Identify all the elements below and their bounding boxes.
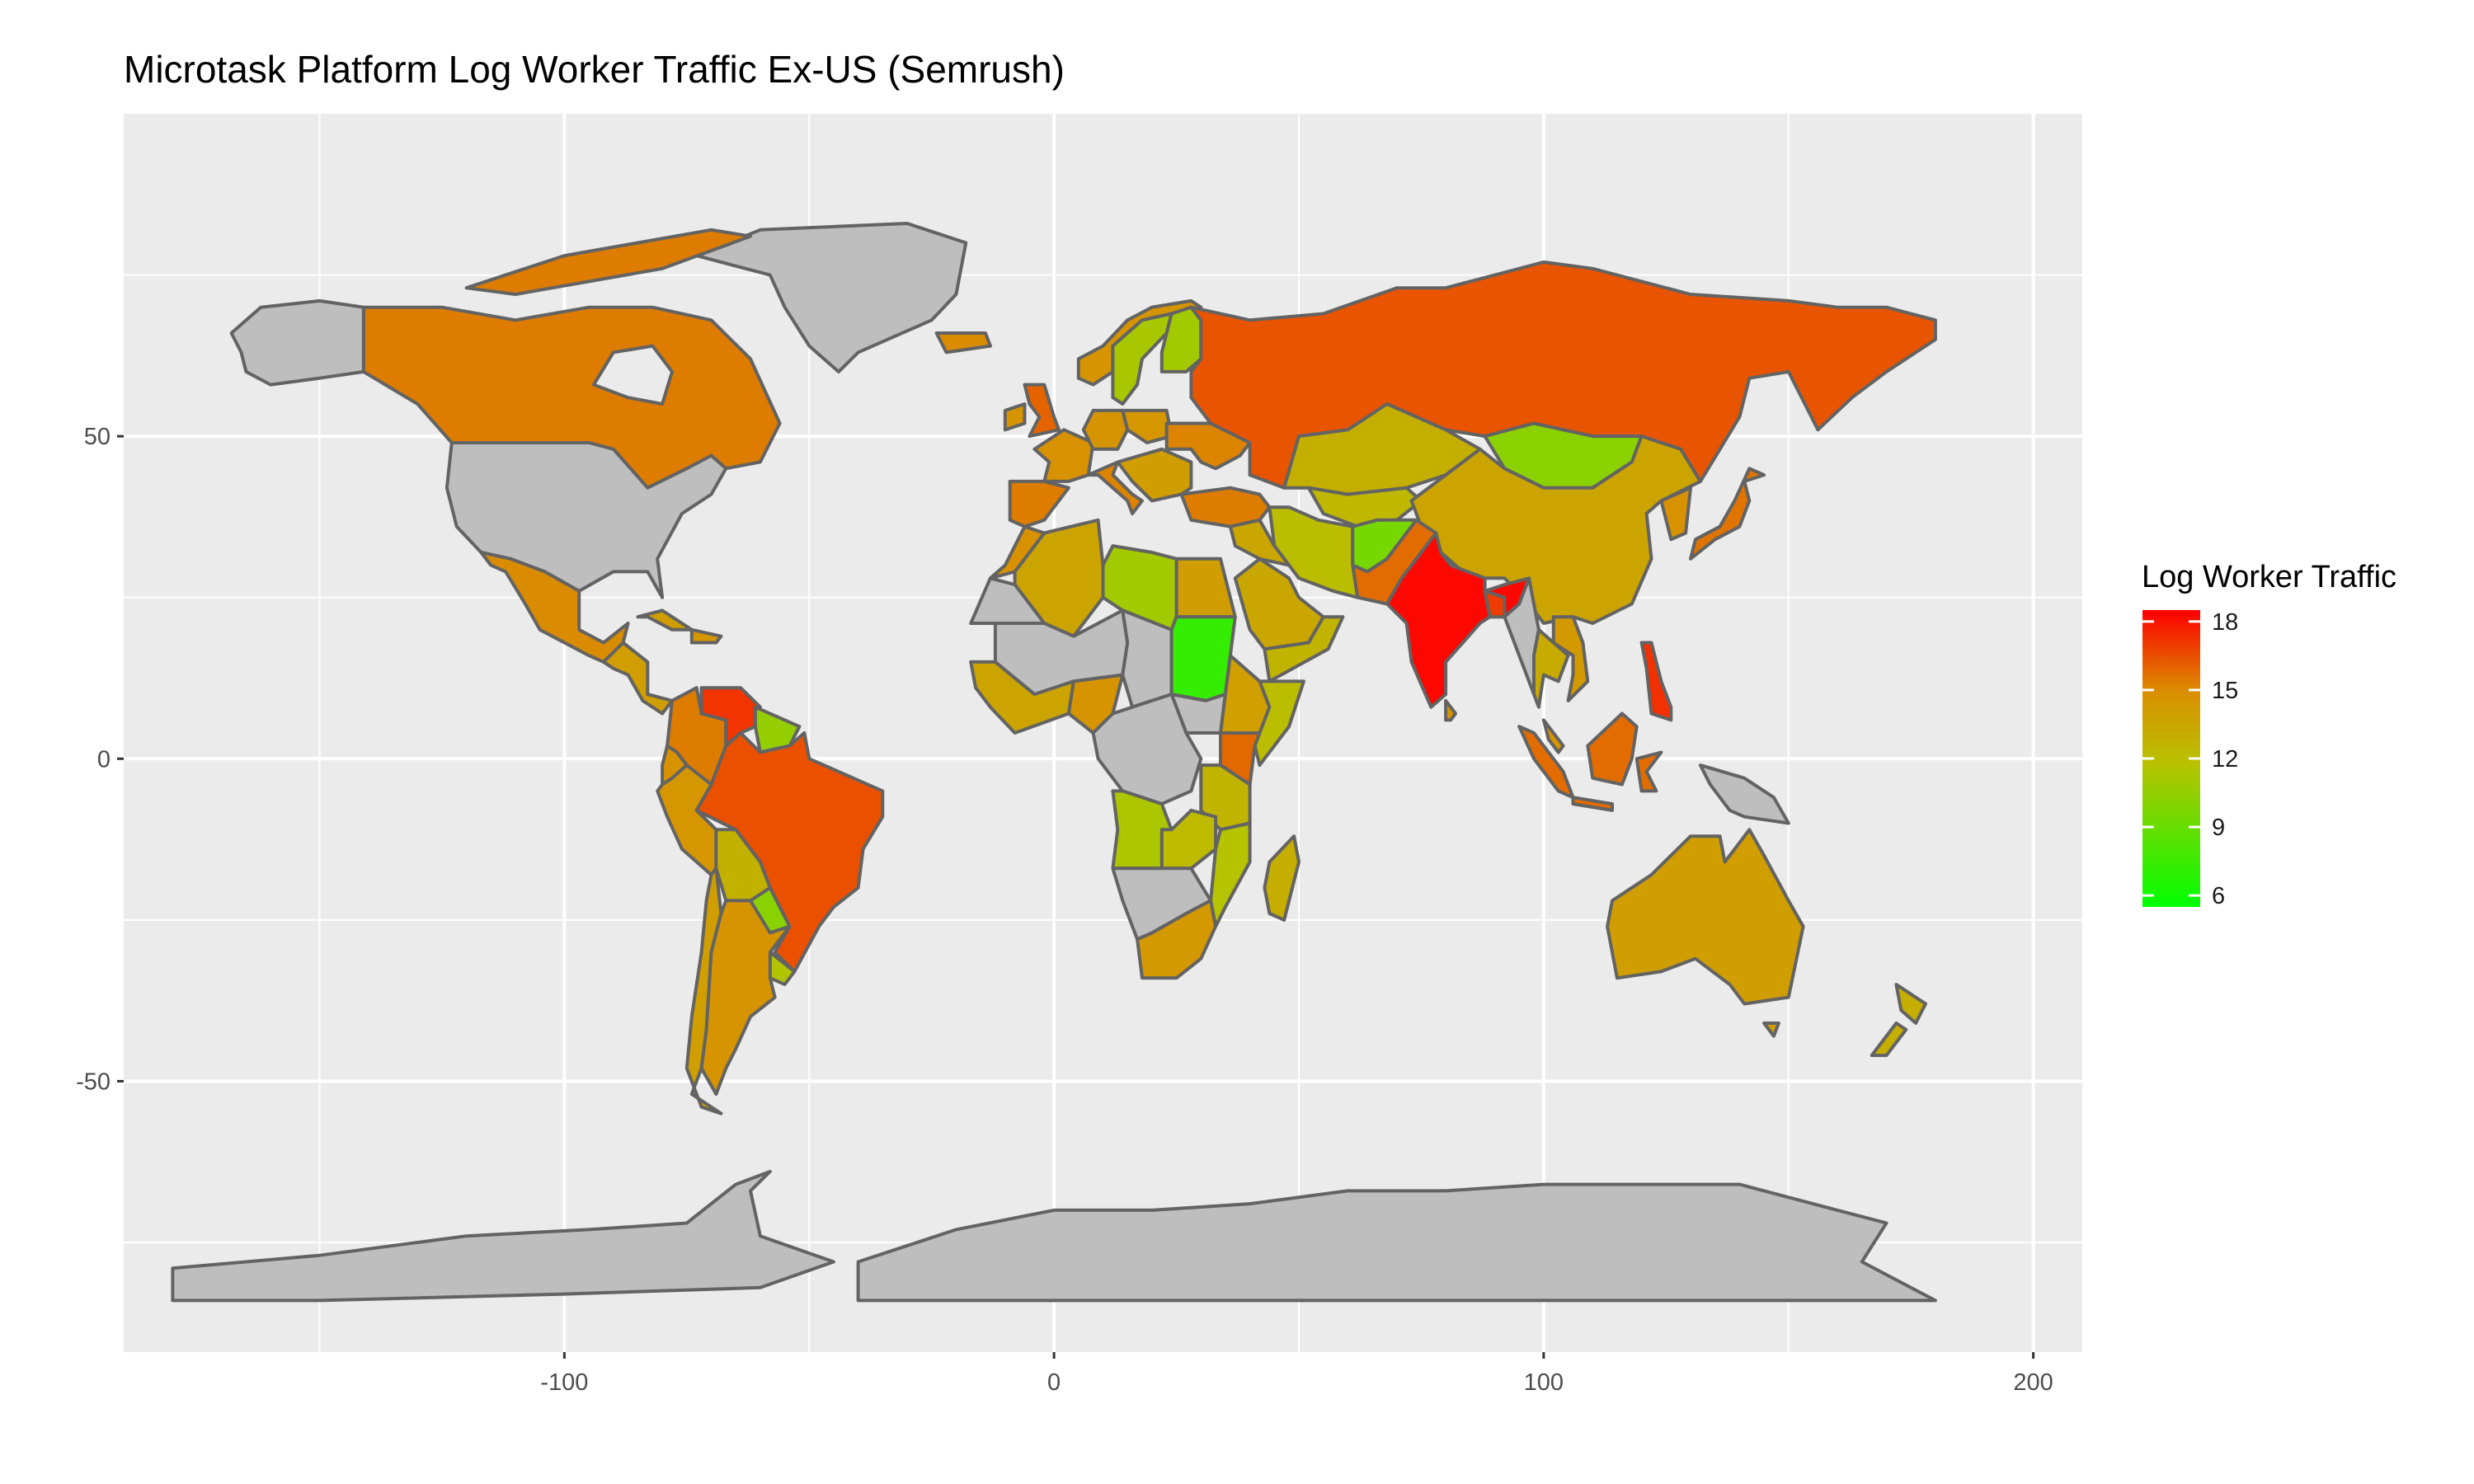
x-tick-label: -100 <box>540 1369 588 1396</box>
y-tick-label: 50 <box>84 424 111 450</box>
region-cuba <box>636 608 694 632</box>
region-russia <box>1189 260 1937 490</box>
region-alaska <box>229 298 365 387</box>
y-tick-label: 0 <box>97 746 111 773</box>
region-bangladesh <box>1483 589 1507 619</box>
region-morocco <box>988 524 1047 580</box>
legend-ticks: 18 15 12 9 6 <box>2142 609 2238 909</box>
region-canada-arctic <box>464 228 752 296</box>
region-iraq-syria <box>1228 518 1291 567</box>
legend: Log Worker Traffic 18 15 12 9 6 <box>2142 560 2396 909</box>
region-tasmania <box>1762 1021 1780 1038</box>
region-nigeria <box>1066 673 1125 735</box>
region-central-africa <box>1091 693 1203 806</box>
region-philippines <box>1639 641 1673 722</box>
region-vietnam <box>1551 615 1590 702</box>
region-united-kingdom <box>1023 383 1061 439</box>
region-greenland <box>694 222 968 373</box>
region-italy <box>1086 460 1144 515</box>
x-tick-label: 0 <box>1047 1369 1061 1396</box>
region-south-africa <box>1136 899 1218 980</box>
region-somalia <box>1253 679 1305 768</box>
region-japan <box>1689 467 1766 561</box>
region-peru <box>656 763 718 877</box>
region-france <box>1032 428 1095 483</box>
legend-tick-label: 6 <box>2212 883 2225 909</box>
region-malaysia <box>1541 718 1565 754</box>
x-tick-label: 100 <box>1524 1369 1564 1396</box>
legend-tick-label: 9 <box>2212 815 2225 841</box>
legend-tick-label: 15 <box>2212 678 2238 704</box>
region-korea <box>1659 486 1692 542</box>
region-poland <box>1121 408 1174 444</box>
region-thailand <box>1532 627 1570 709</box>
region-java <box>1571 796 1614 812</box>
region-ireland <box>1003 402 1027 432</box>
legend-tick-label: 18 <box>2212 609 2238 636</box>
region-west-sahara <box>969 576 1047 625</box>
region-balkans <box>1116 447 1193 503</box>
region-kenya <box>1219 731 1262 787</box>
region-sri-lanka <box>1444 698 1457 722</box>
region-central-asia <box>1306 486 1423 528</box>
region-germany <box>1081 408 1130 451</box>
region-hudson-bay <box>592 344 674 406</box>
x-axis: -100 0 100 200 <box>540 1352 2053 1396</box>
region-madagascar <box>1263 834 1300 922</box>
region-hispaniola <box>689 627 723 645</box>
region-new-guinea <box>1698 763 1790 825</box>
region-argentina <box>699 899 792 1097</box>
y-axis: 50 0 -50 <box>76 424 124 1095</box>
region-antarctica-east <box>856 1182 1937 1303</box>
region-central-america <box>601 641 674 716</box>
legend-tick-label: 12 <box>2212 746 2238 773</box>
region-sulawesi <box>1634 750 1663 793</box>
region-antarctica <box>171 1170 835 1303</box>
x-tick-label: 200 <box>2013 1369 2053 1396</box>
chart-title: Microtask Platform Log Worker Traffic Ex… <box>124 48 1065 91</box>
country-layer <box>171 222 1937 1303</box>
y-tick-label: -50 <box>76 1068 111 1095</box>
region-turkey <box>1179 486 1272 528</box>
region-borneo <box>1586 711 1639 787</box>
legend-title: Log Worker Traffic <box>2142 560 2396 594</box>
region-australia <box>1606 828 1805 1006</box>
region-new-zealand-s <box>1870 1021 1908 1058</box>
region-iceland <box>934 331 992 355</box>
region-new-zealand-n <box>1894 983 1927 1025</box>
